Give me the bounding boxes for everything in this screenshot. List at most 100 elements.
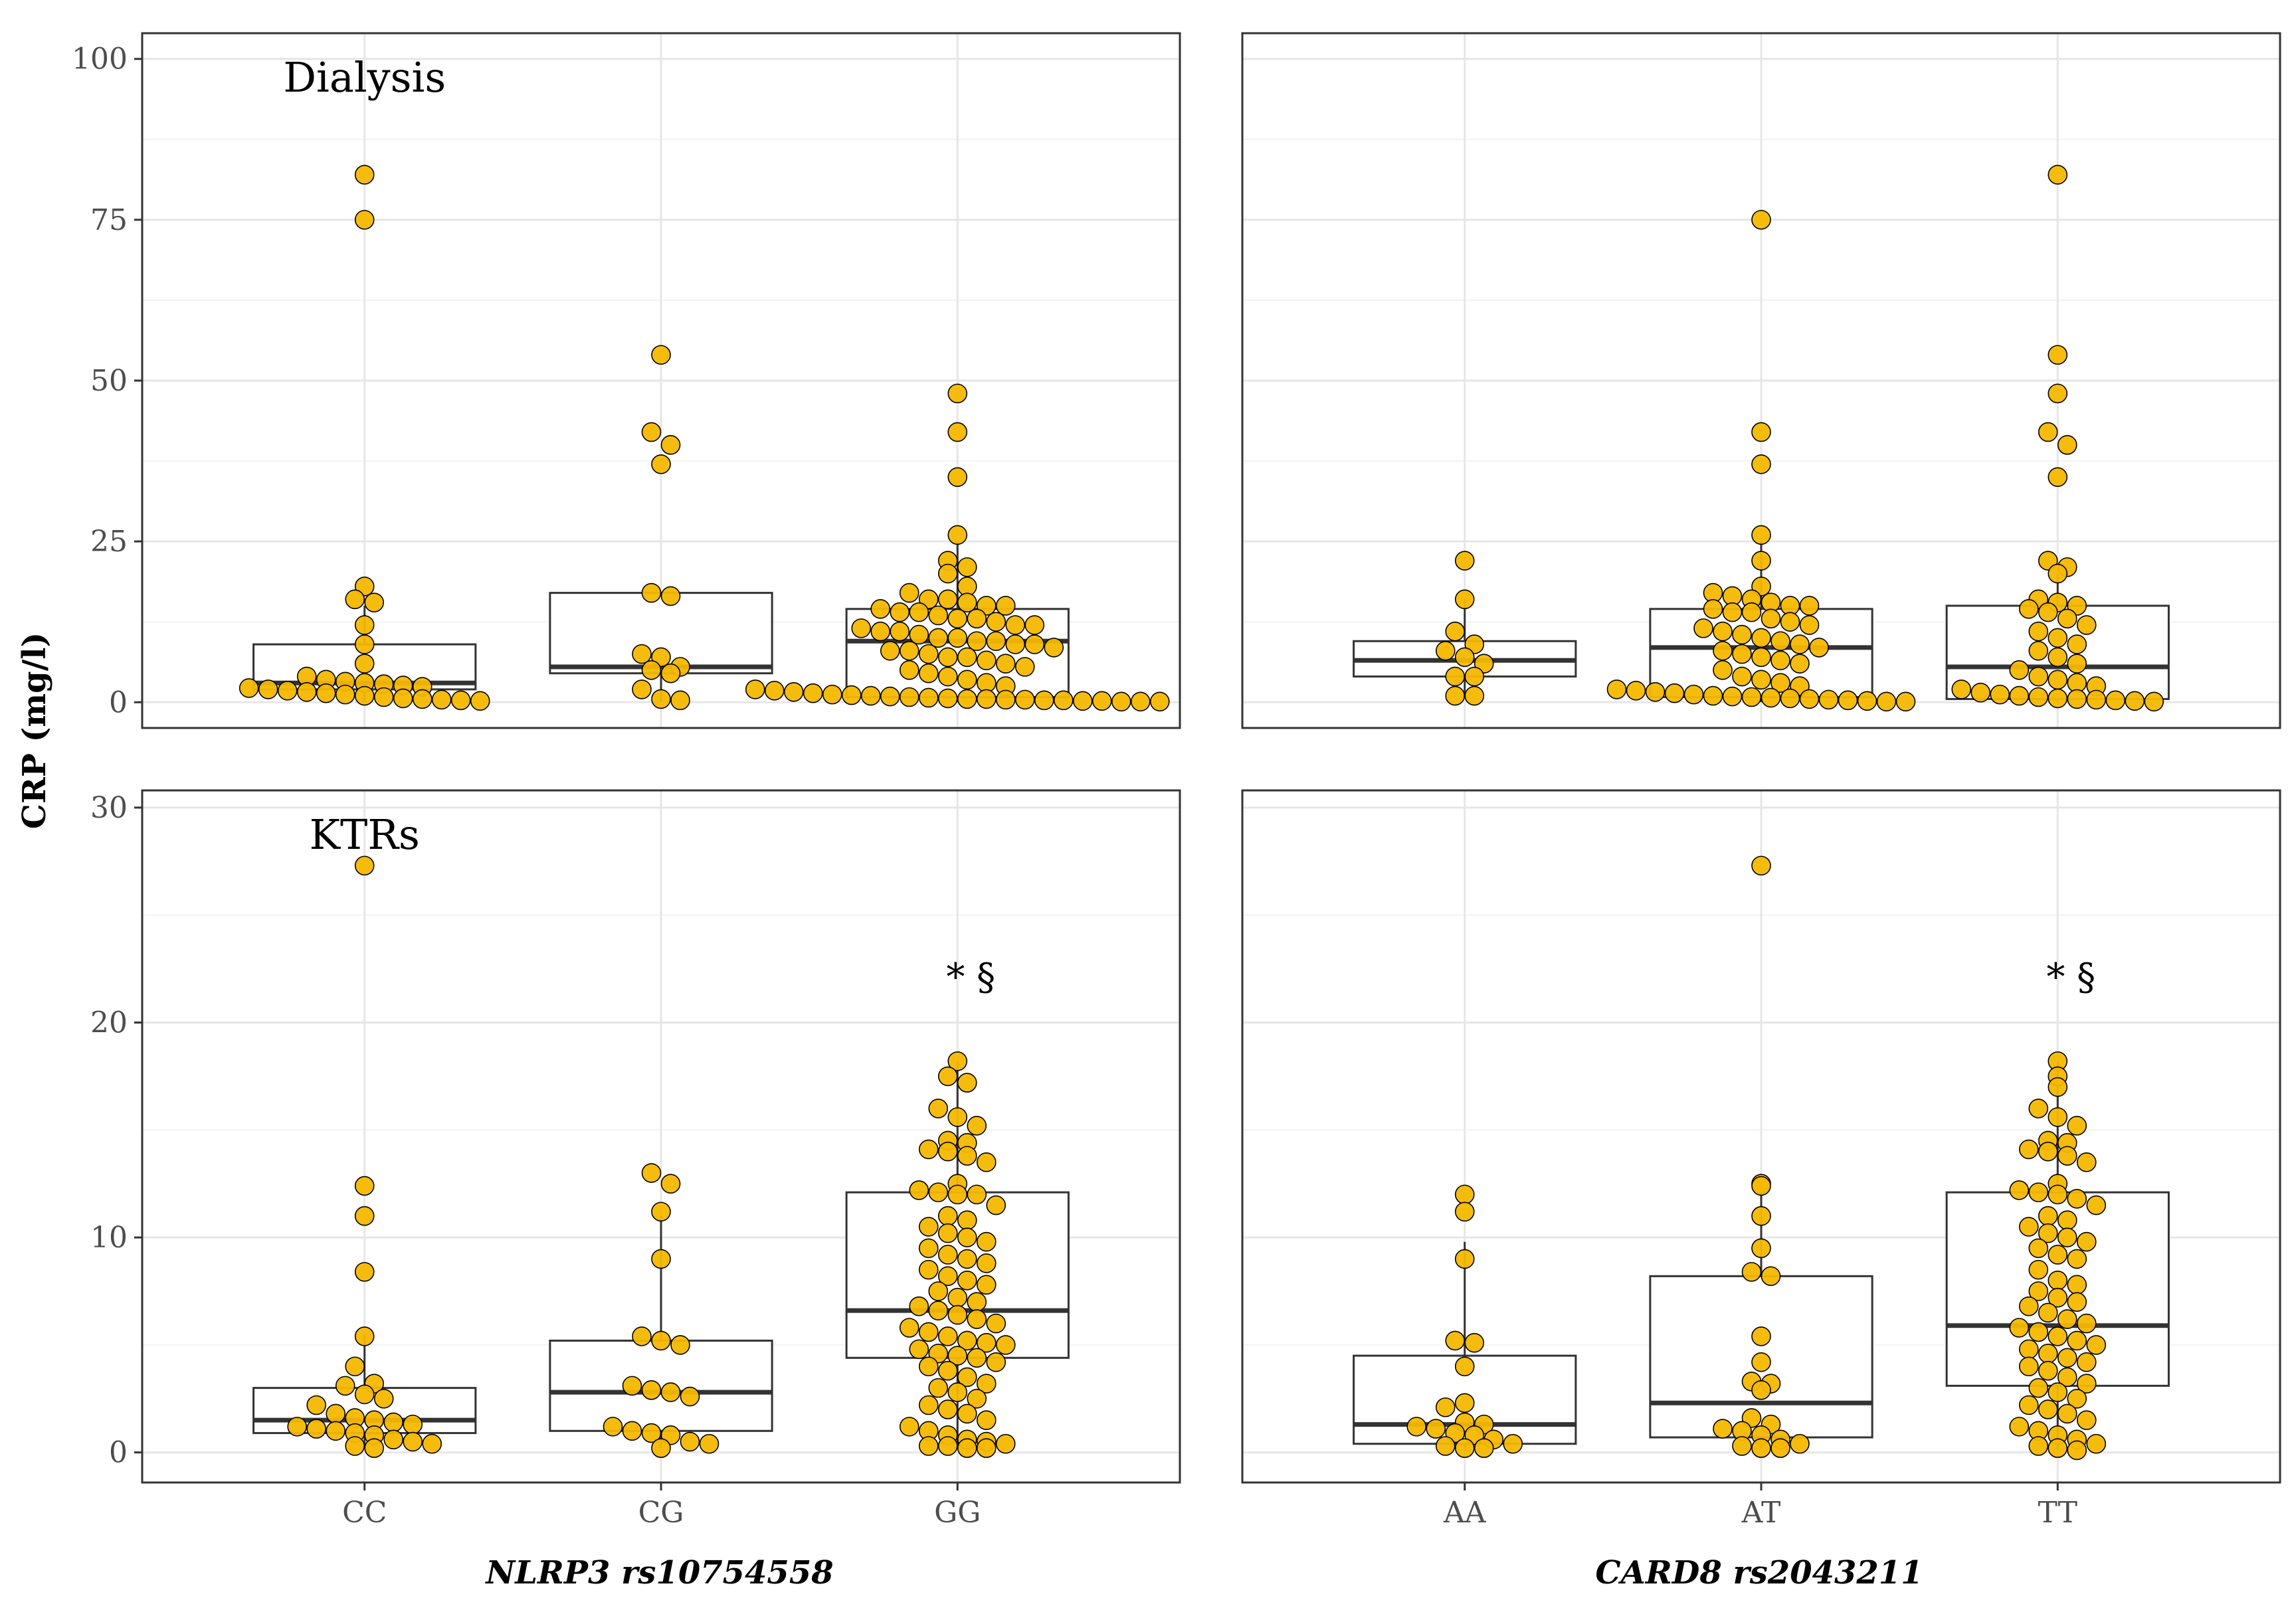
data-point bbox=[660, 435, 681, 455]
data-point bbox=[937, 563, 958, 584]
data-point bbox=[641, 422, 662, 442]
data-point bbox=[1464, 1332, 1485, 1353]
data-point bbox=[947, 1184, 968, 1205]
data-point bbox=[422, 1433, 442, 1454]
data-point bbox=[2105, 690, 2126, 711]
data-point bbox=[632, 644, 652, 664]
data-point bbox=[976, 1253, 997, 1273]
data-point bbox=[918, 1139, 939, 1160]
data-point bbox=[2057, 1146, 2077, 1166]
data-point bbox=[373, 1388, 394, 1409]
data-point bbox=[783, 681, 804, 702]
y-tick-label: 100 bbox=[72, 43, 128, 76]
data-point bbox=[899, 1318, 919, 1338]
data-point bbox=[2028, 1099, 2049, 1119]
data-point bbox=[2048, 628, 2068, 648]
data-point bbox=[2057, 435, 2077, 455]
data-point bbox=[2076, 1374, 2097, 1393]
panel-frame bbox=[1241, 789, 2281, 1484]
data-point bbox=[909, 1180, 929, 1200]
data-point bbox=[947, 1382, 968, 1402]
data-point bbox=[995, 654, 1016, 674]
data-point bbox=[2067, 1275, 2087, 1295]
data-point bbox=[947, 422, 968, 442]
data-point bbox=[918, 1322, 939, 1342]
data-point bbox=[632, 679, 652, 699]
data-point bbox=[2018, 1139, 2039, 1160]
data-point bbox=[660, 1382, 681, 1402]
data-point bbox=[2028, 1238, 2049, 1259]
data-point bbox=[957, 670, 977, 690]
data-point bbox=[909, 1296, 929, 1316]
data-point bbox=[354, 1384, 375, 1405]
data-point bbox=[2086, 1195, 2107, 1215]
data-point bbox=[909, 602, 929, 622]
data-point bbox=[928, 1301, 949, 1320]
data-point bbox=[1751, 647, 1771, 668]
data-point bbox=[345, 1436, 365, 1456]
data-point bbox=[860, 685, 881, 706]
points-layer bbox=[239, 165, 2164, 1461]
data-point bbox=[1818, 689, 1839, 710]
data-point bbox=[976, 1438, 997, 1459]
data-point bbox=[651, 1438, 671, 1459]
data-point bbox=[2057, 608, 2077, 629]
data-point bbox=[1454, 551, 1475, 571]
data-point bbox=[2038, 1399, 2058, 1419]
data-point bbox=[1693, 618, 1713, 638]
data-point bbox=[2038, 1141, 2058, 1162]
data-point bbox=[2086, 1433, 2107, 1454]
data-point bbox=[937, 1141, 958, 1162]
data-point bbox=[890, 602, 910, 622]
data-point bbox=[937, 1206, 958, 1226]
data-point bbox=[1780, 612, 1800, 632]
data-point bbox=[2048, 1287, 2068, 1308]
data-point bbox=[1149, 691, 1170, 712]
data-point bbox=[651, 1202, 671, 1222]
data-point bbox=[1454, 647, 1475, 668]
data-point bbox=[2067, 654, 2087, 674]
data-point bbox=[2076, 615, 2097, 635]
data-point bbox=[918, 663, 939, 683]
data-point bbox=[1722, 602, 1743, 622]
data-point bbox=[1722, 686, 1743, 707]
data-point bbox=[1741, 602, 1762, 622]
data-point bbox=[1732, 624, 1752, 645]
data-point bbox=[2028, 1259, 2049, 1280]
data-point bbox=[937, 1436, 958, 1456]
data-point bbox=[937, 1360, 958, 1381]
data-point bbox=[986, 1352, 1006, 1372]
data-point bbox=[745, 679, 765, 699]
data-point bbox=[918, 1217, 939, 1237]
y-tick-label: 0 bbox=[109, 685, 128, 719]
data-point bbox=[603, 1417, 623, 1437]
data-point bbox=[1809, 638, 1829, 658]
data-point bbox=[1474, 1438, 1494, 1459]
data-point bbox=[1445, 621, 1466, 642]
data-point bbox=[2057, 1348, 2077, 1368]
data-point bbox=[296, 681, 317, 702]
data-point bbox=[1713, 640, 1733, 661]
data-point bbox=[957, 1330, 977, 1351]
data-point bbox=[2028, 1436, 2049, 1456]
data-point bbox=[354, 615, 375, 635]
data-point bbox=[2009, 660, 2030, 680]
data-point bbox=[928, 1182, 949, 1202]
data-point bbox=[947, 1346, 968, 1366]
data-point bbox=[1790, 1433, 1810, 1454]
data-point bbox=[976, 1231, 997, 1252]
data-point bbox=[354, 654, 375, 674]
data-point bbox=[1435, 1436, 1456, 1456]
data-point bbox=[383, 1412, 404, 1433]
data-point bbox=[2144, 691, 2164, 712]
data-point bbox=[947, 628, 968, 648]
data-point bbox=[1445, 685, 1466, 706]
data-point bbox=[957, 647, 977, 668]
data-point bbox=[2048, 1107, 2068, 1127]
data-point bbox=[822, 684, 842, 705]
data-point bbox=[1503, 1433, 1523, 1454]
data-point bbox=[1751, 1380, 1771, 1400]
data-point bbox=[967, 608, 987, 629]
data-point bbox=[660, 586, 681, 606]
data-point bbox=[306, 1395, 327, 1415]
